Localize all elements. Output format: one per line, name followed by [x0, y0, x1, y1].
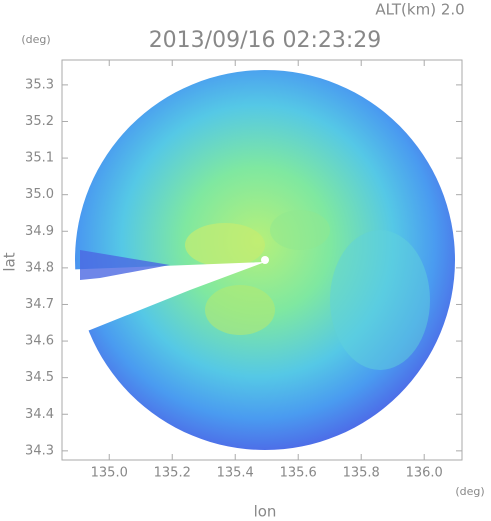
x-unit: (deg) — [455, 485, 484, 498]
y-unit: (deg) — [21, 33, 50, 46]
chart-title: 2013/09/16 02:23:29 — [149, 28, 382, 53]
plot-frame — [61, 59, 463, 461]
y-tick-label: 34.7 — [25, 297, 54, 312]
radar-field — [62, 70, 455, 450]
x-tick-label: 135.8 — [343, 466, 380, 481]
x-tick-label: 136.0 — [406, 466, 443, 481]
altitude-label: ALT(km) 2.0 — [375, 1, 464, 19]
y-tick-label: 34.8 — [25, 260, 54, 275]
y-axis-label: lat — [1, 252, 19, 271]
y-tick-label: 34.4 — [25, 407, 54, 422]
x-tick-label: 135.6 — [280, 466, 317, 481]
y-tick-label: 35.0 — [25, 187, 54, 202]
x-tick-label: 135.4 — [217, 466, 254, 481]
y-tick-label: 34.3 — [25, 443, 54, 458]
y-tick-label: 34.6 — [25, 334, 54, 349]
y-tick-label: 35.1 — [25, 151, 54, 166]
y-tick-label: 35.2 — [25, 114, 54, 129]
y-tick-label: 35.3 — [25, 77, 54, 92]
y-tick-label: 34.9 — [25, 224, 54, 239]
y-tick-label: 34.5 — [25, 370, 54, 385]
x-tick-label: 135.2 — [154, 466, 191, 481]
x-tick-label: 135.0 — [91, 466, 128, 481]
x-axis-label: lon — [254, 503, 277, 521]
